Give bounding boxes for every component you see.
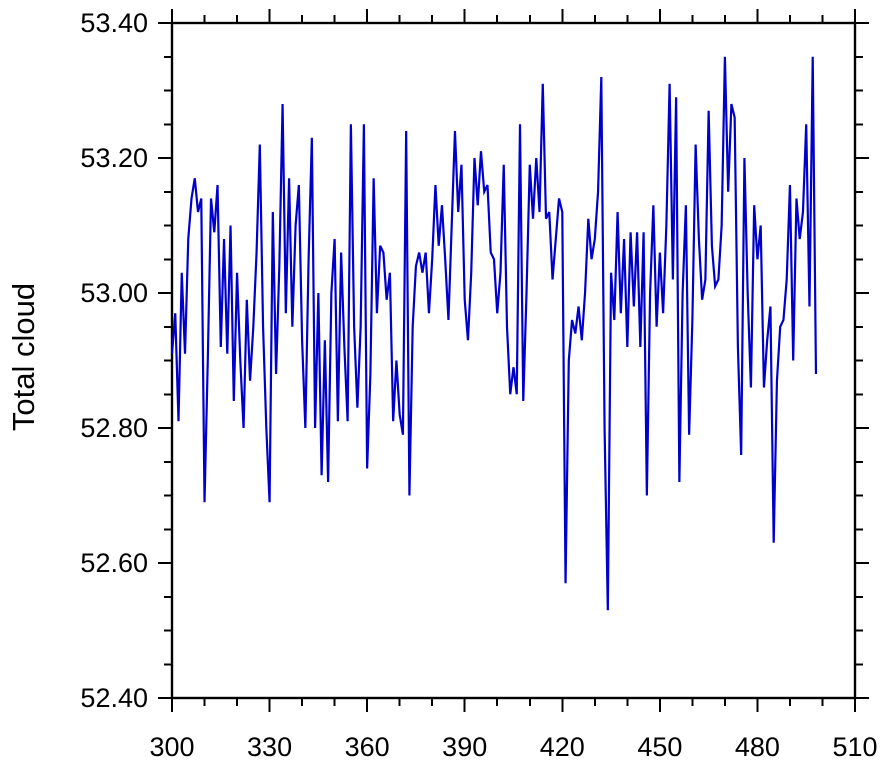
x-tick-label: 330 xyxy=(247,732,292,762)
x-tick-label: 420 xyxy=(540,732,585,762)
y-tick-label: 52.80 xyxy=(80,413,148,443)
x-tick-label: 360 xyxy=(345,732,390,762)
series-line-total-cloud xyxy=(170,56,818,611)
x-tick-label: 450 xyxy=(637,732,682,762)
y-tick-label: 53.20 xyxy=(80,143,148,173)
y-tick-label: 53.40 xyxy=(80,8,148,38)
y-tick-label: 52.40 xyxy=(80,683,148,713)
axis-tick-labels: 300 330 360 390 420 450 480 510 52.40 52.60 52.80 5… xyxy=(80,8,877,762)
y-axis-title: Total cloud xyxy=(6,283,41,431)
axis-ticks xyxy=(158,9,869,712)
x-tick-label: 480 xyxy=(735,732,780,762)
x-tick-label: 300 xyxy=(149,732,194,762)
y-tick-label: 53.00 xyxy=(80,278,148,308)
y-tick-label: 52.60 xyxy=(80,548,148,578)
plot-frame xyxy=(170,21,857,700)
x-tick-label: 390 xyxy=(442,732,487,762)
x-tick-label: 510 xyxy=(832,732,877,762)
